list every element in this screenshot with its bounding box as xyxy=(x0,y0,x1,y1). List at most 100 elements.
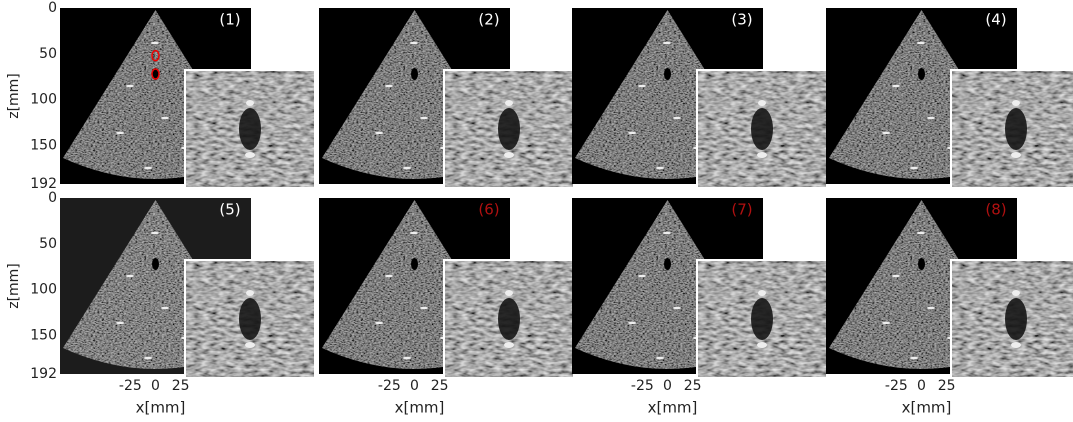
x-tick-label: 0 xyxy=(663,378,672,394)
panel: (2) xyxy=(319,8,574,194)
panel-label: (6) xyxy=(478,201,499,219)
reflector xyxy=(638,85,646,88)
inset xyxy=(951,70,1073,188)
panel: (6) xyxy=(319,198,574,384)
x-tick-label: 25 xyxy=(684,378,702,394)
inset xyxy=(697,260,827,378)
y-tick-label: 0 xyxy=(48,0,57,16)
inset-cyst xyxy=(498,108,520,150)
panel-label: (3) xyxy=(731,11,752,29)
panel-label: (2) xyxy=(478,11,499,29)
inset xyxy=(444,70,574,188)
reflector xyxy=(892,275,900,278)
inset-cyst xyxy=(751,298,773,340)
reflector xyxy=(403,167,411,170)
panel-label: (5) xyxy=(219,201,240,219)
reflector xyxy=(882,322,890,325)
inset-cyst xyxy=(1005,108,1027,150)
reflector xyxy=(892,85,900,88)
panel-label: (7) xyxy=(731,201,752,219)
reflector xyxy=(161,307,169,310)
inset-reflector xyxy=(757,342,767,348)
panel-label: (4) xyxy=(985,11,1006,29)
y-tick-label: 192 xyxy=(30,366,57,382)
x-axis-label: x[mm] xyxy=(902,399,952,417)
reflector xyxy=(673,117,681,120)
x-axis-label: x[mm] xyxy=(136,399,186,417)
inset-reflector xyxy=(1011,342,1021,348)
reflector xyxy=(663,42,671,45)
reflector xyxy=(910,357,918,360)
inset-reflector xyxy=(245,342,255,348)
figure: (1) 0 50 100 150 192 z[mm] (2) (3) (4) (5) 0 50 100 15… xyxy=(0,0,1073,422)
x-axis-label: x[mm] xyxy=(395,399,445,417)
y-tick-label: 50 xyxy=(39,236,57,252)
inset-cyst xyxy=(751,108,773,150)
reflector xyxy=(410,232,418,235)
inset-cyst xyxy=(239,298,261,340)
reflector xyxy=(910,167,918,170)
reflector xyxy=(385,275,393,278)
y-axis-label: z[mm] xyxy=(6,263,22,309)
reflector xyxy=(420,117,428,120)
inset-cyst xyxy=(498,298,520,340)
reflector xyxy=(927,117,935,120)
cyst xyxy=(411,258,418,270)
panel: (5) xyxy=(60,198,315,384)
inset-reflector xyxy=(758,100,766,106)
reflector xyxy=(151,42,159,45)
reflector xyxy=(375,322,383,325)
x-tick-label: -25 xyxy=(885,378,908,394)
reflector xyxy=(385,85,393,88)
inset-reflector xyxy=(1012,290,1020,296)
cyst xyxy=(664,68,671,80)
panel-label: (1) xyxy=(219,11,240,29)
reflector xyxy=(161,117,169,120)
x-tick-label: 25 xyxy=(172,378,190,394)
x-tick-label: 25 xyxy=(938,378,956,394)
inset xyxy=(185,260,315,378)
y-tick-label: 150 xyxy=(30,328,57,344)
cyst xyxy=(411,68,418,80)
x-tick-label: 0 xyxy=(410,378,419,394)
panel: (8) xyxy=(826,198,1073,384)
reflector xyxy=(126,85,134,88)
y-tick-label: 150 xyxy=(30,138,57,154)
inset-cyst xyxy=(239,108,261,150)
reflector xyxy=(917,42,925,45)
panel: (1) xyxy=(60,8,315,194)
panel: (4) xyxy=(826,8,1073,194)
cyst xyxy=(918,258,925,270)
y-tick-label: 0 xyxy=(48,190,57,206)
reflector xyxy=(628,132,636,135)
y-tick-label: 100 xyxy=(30,92,57,108)
panel: (3) xyxy=(572,8,827,194)
reflector xyxy=(628,322,636,325)
y-tick-label: 100 xyxy=(30,282,57,298)
inset-cyst xyxy=(1005,298,1027,340)
reflector xyxy=(927,307,935,310)
reflector xyxy=(375,132,383,135)
inset xyxy=(951,260,1073,378)
inset-reflector xyxy=(757,152,767,158)
reflector xyxy=(144,357,152,360)
y-tick-label: 50 xyxy=(39,46,57,62)
inset-reflector xyxy=(1011,152,1021,158)
cyst xyxy=(664,258,671,270)
x-tick-label: 0 xyxy=(151,378,160,394)
inset xyxy=(185,70,315,188)
reflector xyxy=(403,357,411,360)
reflector xyxy=(144,167,152,170)
reflector xyxy=(917,232,925,235)
reflector xyxy=(116,322,124,325)
reflector xyxy=(420,307,428,310)
reflector xyxy=(656,167,664,170)
reflector xyxy=(638,275,646,278)
inset-reflector xyxy=(246,290,254,296)
y-axis-label: z[mm] xyxy=(6,73,22,119)
inset-reflector xyxy=(1012,100,1020,106)
x-tick-label: -25 xyxy=(631,378,654,394)
cyst xyxy=(918,68,925,80)
inset-reflector xyxy=(758,290,766,296)
reflector xyxy=(673,307,681,310)
